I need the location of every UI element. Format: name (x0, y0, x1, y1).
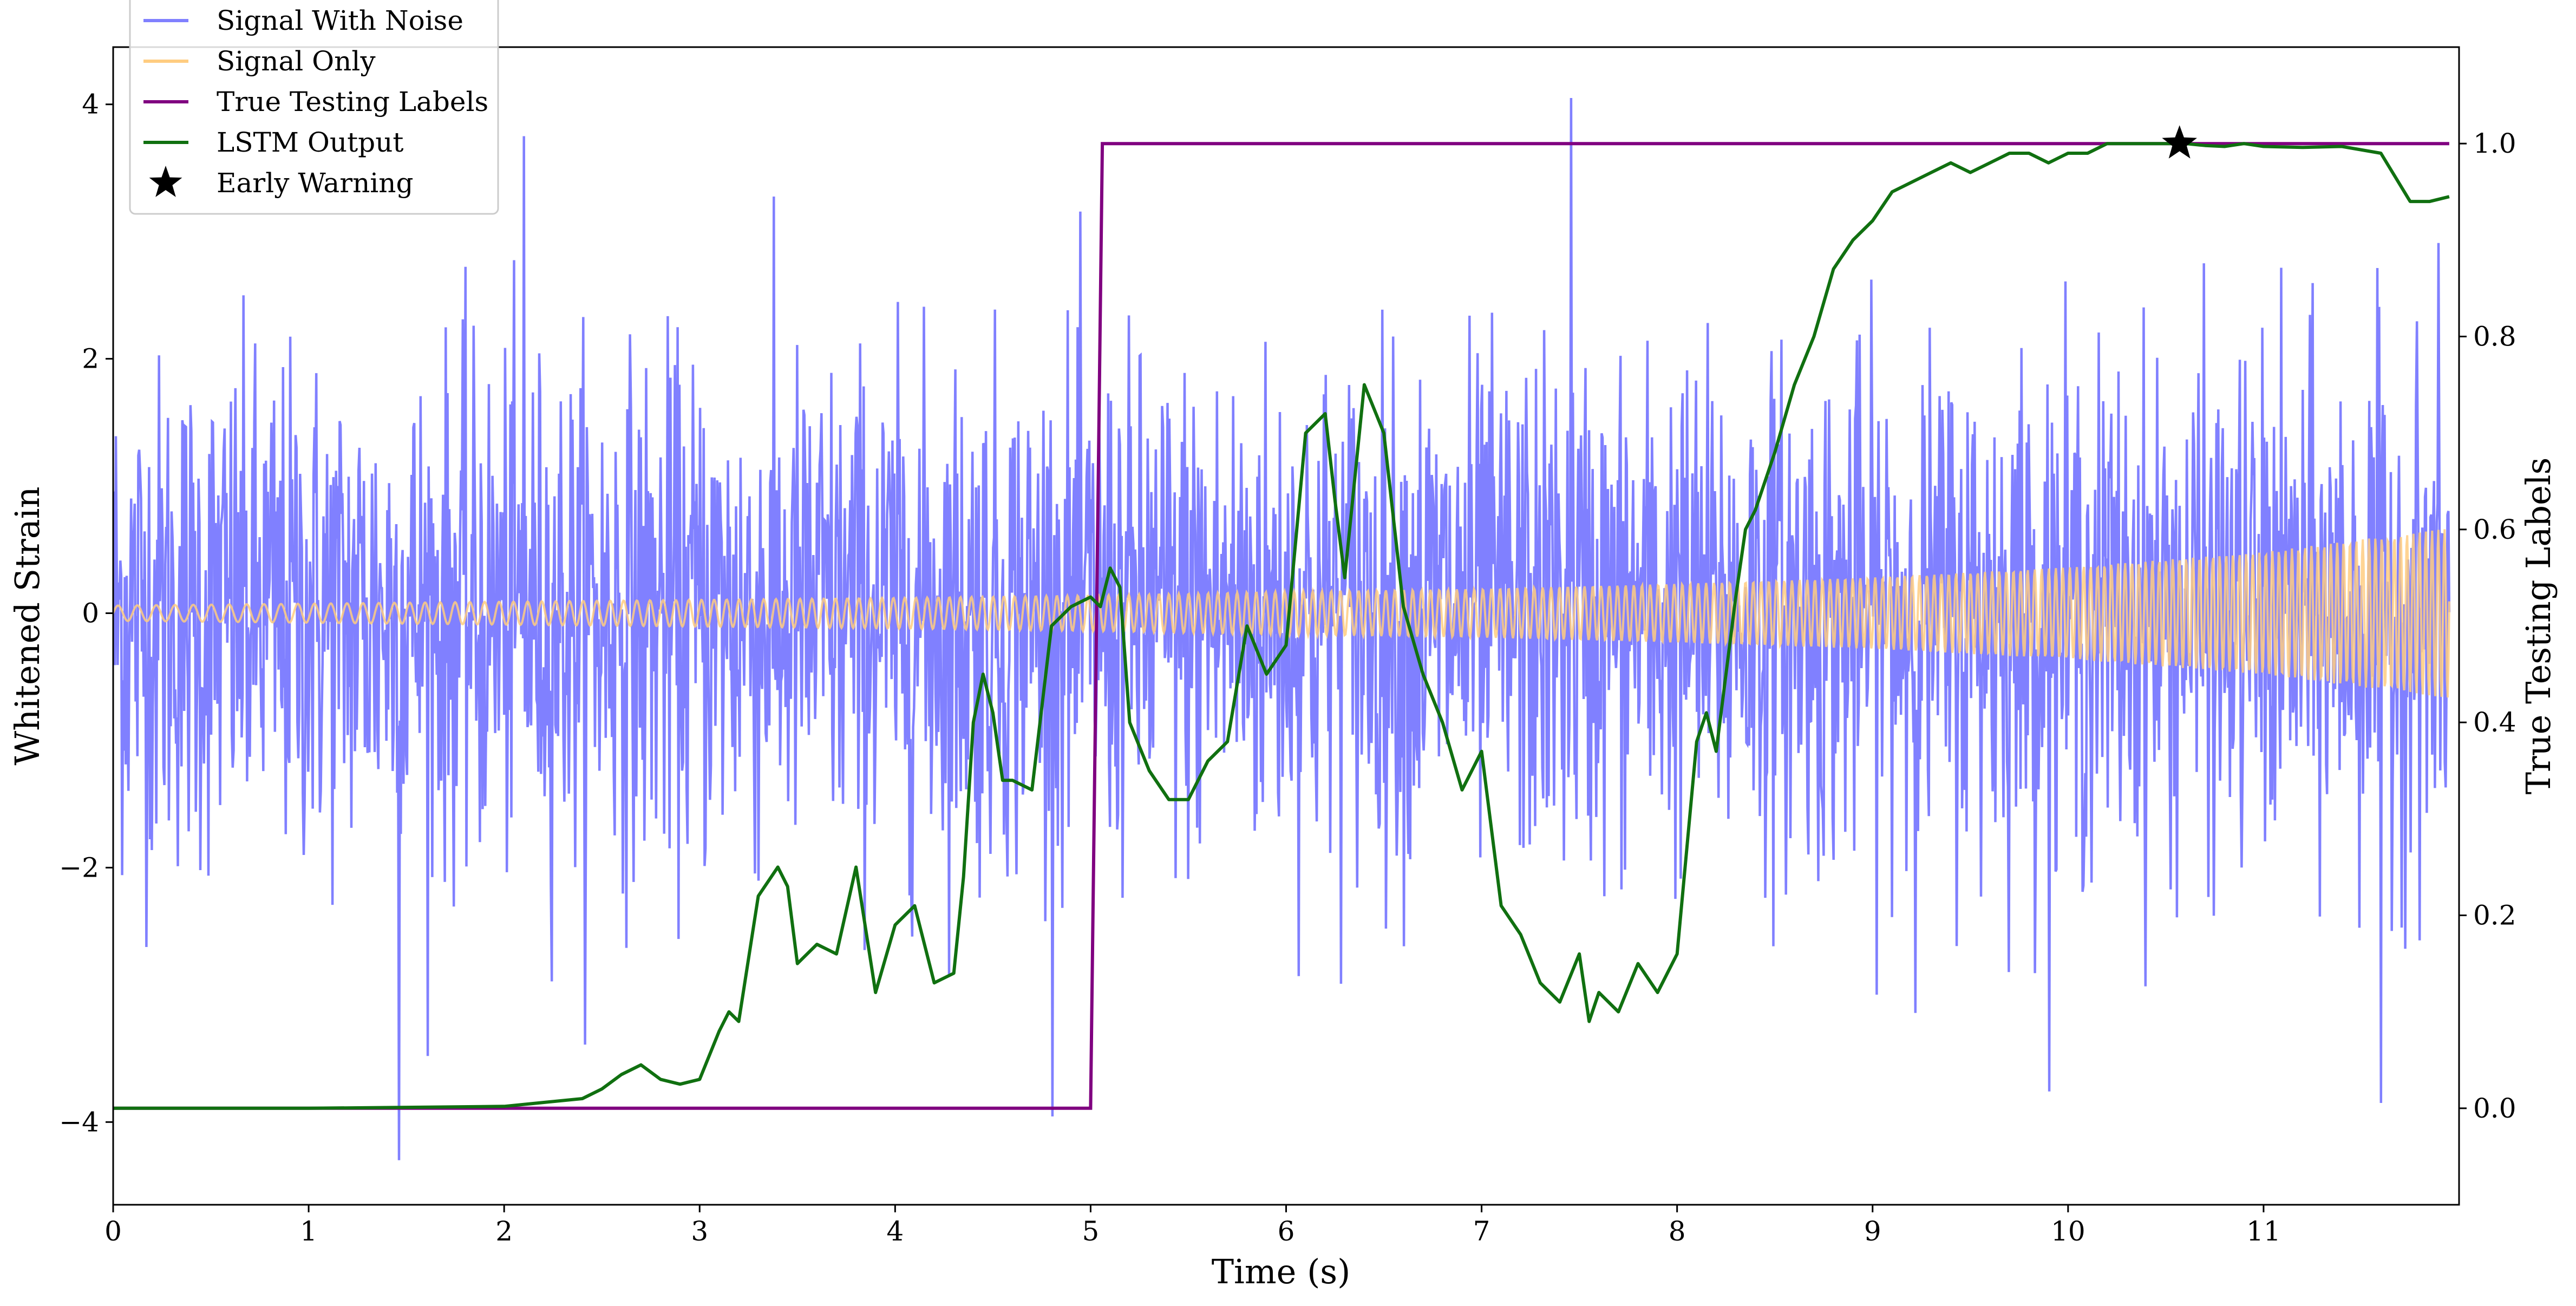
y-right-tick-label: 1.0 (2473, 128, 2516, 159)
y-right-tick-label: 0.4 (2473, 707, 2516, 738)
y-left-tick-label: 0 (82, 598, 99, 629)
x-tick-label: 11 (2246, 1216, 2281, 1247)
x-tick-label: 0 (104, 1216, 122, 1247)
series-signal-only (113, 529, 2450, 698)
legend-entry-label: True Testing Labels (217, 86, 488, 117)
x-tick-label: 9 (1864, 1216, 1881, 1247)
legend: Signal With Noise Signal Only True Testing… (129, 0, 499, 215)
y-axis-right-label: True Testing Labels (2519, 458, 2558, 795)
plot-area (113, 97, 2451, 1160)
y-right-tick-label: 0.0 (2473, 1093, 2516, 1124)
x-axis: 0 1 2 3 4 5 6 7 8 9 10 11 (104, 1205, 2281, 1247)
y-right-tick-label: 0.8 (2473, 321, 2516, 352)
x-tick-label: 4 (886, 1216, 904, 1247)
x-axis-label: Time (s) (1212, 1252, 1351, 1291)
x-tick-label: 2 (495, 1216, 513, 1247)
y-left-tick-label: −4 (59, 1106, 99, 1138)
y-left-tick-label: −2 (59, 852, 99, 883)
x-tick-label: 8 (1669, 1216, 1686, 1247)
y-right-tick-label: 0.2 (2473, 900, 2516, 931)
legend-entry-label: Early Warning (217, 167, 414, 199)
series-true-testing-labels (113, 142, 2449, 1110)
x-tick-label: 3 (691, 1216, 708, 1247)
x-tick-label: 1 (300, 1216, 317, 1247)
early-warning-marker (2162, 125, 2197, 159)
legend-marker-star (149, 166, 182, 197)
y-left-tick-label: 2 (82, 343, 99, 375)
x-tick-label: 10 (2051, 1216, 2085, 1247)
y-left-tick-label: 4 (82, 89, 99, 120)
x-tick-label: 5 (1082, 1216, 1100, 1247)
legend-entry-label: LSTM Output (217, 127, 403, 158)
legend-entry-label: Signal With Noise (217, 5, 463, 36)
legend-box (129, 0, 499, 215)
y-right-tick-label: 0.6 (2473, 514, 2516, 545)
legend-entry-label: Signal Only (217, 45, 376, 77)
y-axis-left: −4 −2 0 2 4 (59, 89, 113, 1138)
y-axis-right: 0.0 0.2 0.4 0.6 0.8 1.0 (2459, 128, 2516, 1124)
x-tick-label: 6 (1278, 1216, 1295, 1247)
y-axis-left-label: Whitened Strain (8, 487, 47, 766)
x-tick-label: 7 (1473, 1216, 1490, 1247)
series-lstm-output (113, 142, 2450, 1110)
